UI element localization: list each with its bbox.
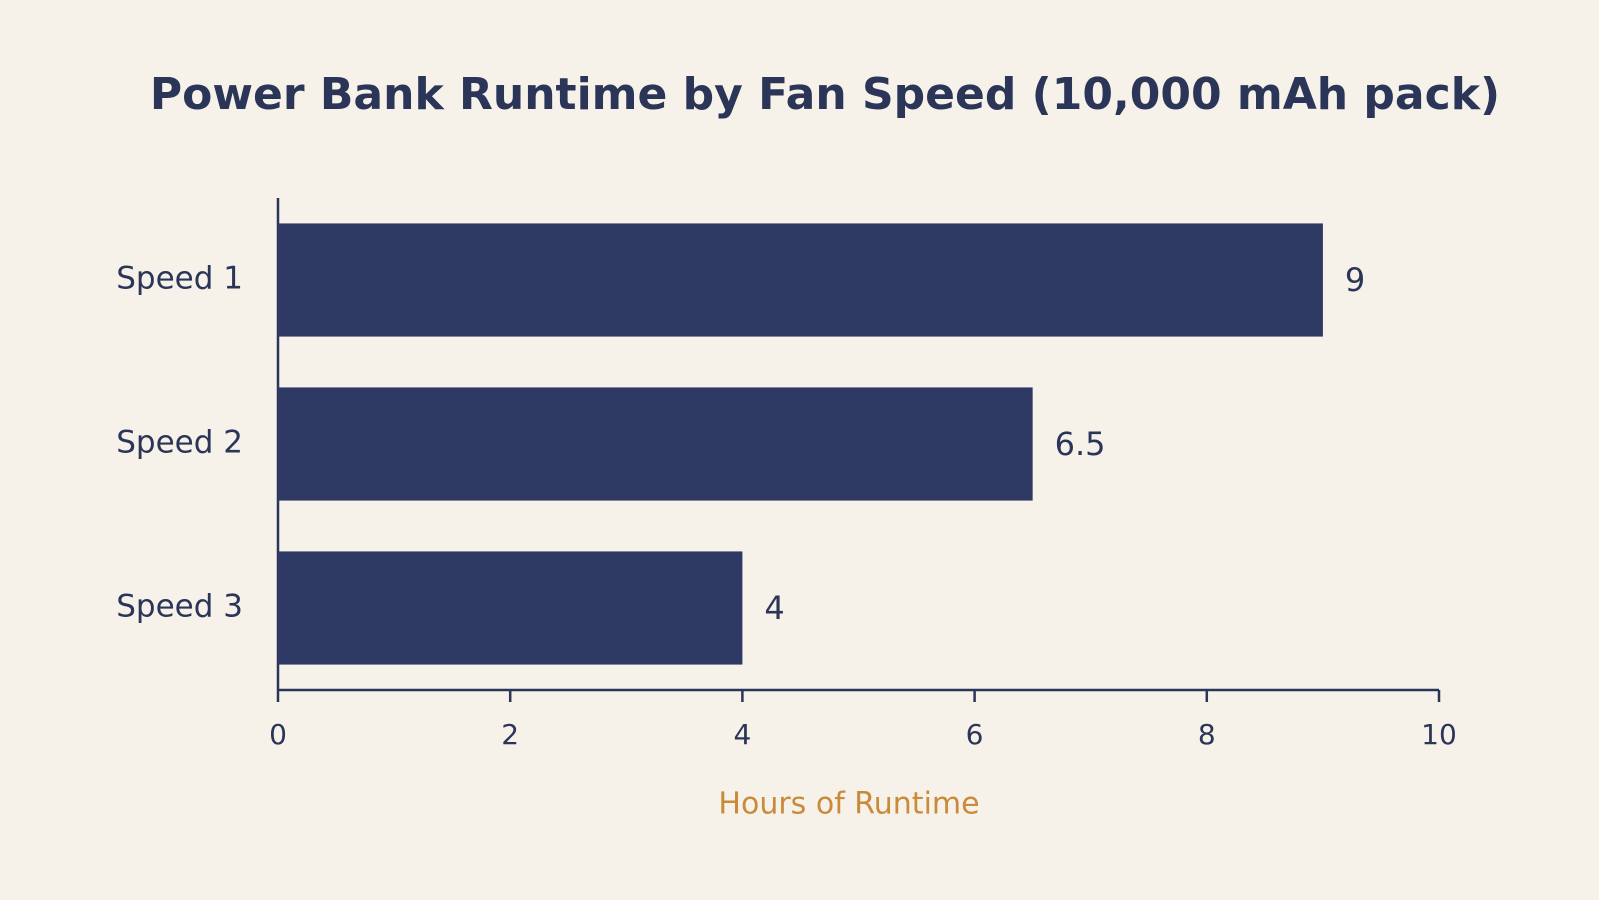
y-tick-label: Speed 3	[116, 589, 243, 625]
x-tick-label: 2	[501, 718, 519, 751]
x-tick-label: 10	[1421, 718, 1457, 751]
value-label: 6.5	[1055, 425, 1106, 463]
value-label: 9	[1345, 261, 1365, 299]
bar	[278, 551, 743, 665]
x-tick-label: 6	[966, 718, 984, 751]
y-tick-label: Speed 2	[116, 425, 243, 461]
bar	[278, 387, 1033, 501]
x-tick-label: 8	[1198, 718, 1216, 751]
chart-title: Power Bank Runtime by Fan Speed (10,000 …	[150, 69, 1500, 120]
x-tick-label: 0	[269, 718, 287, 751]
x-axis-label: Hours of Runtime	[718, 787, 979, 822]
value-label: 4	[764, 589, 784, 627]
bar	[278, 223, 1323, 337]
y-tick-label: Speed 1	[116, 261, 243, 297]
x-tick-label: 4	[733, 718, 751, 751]
